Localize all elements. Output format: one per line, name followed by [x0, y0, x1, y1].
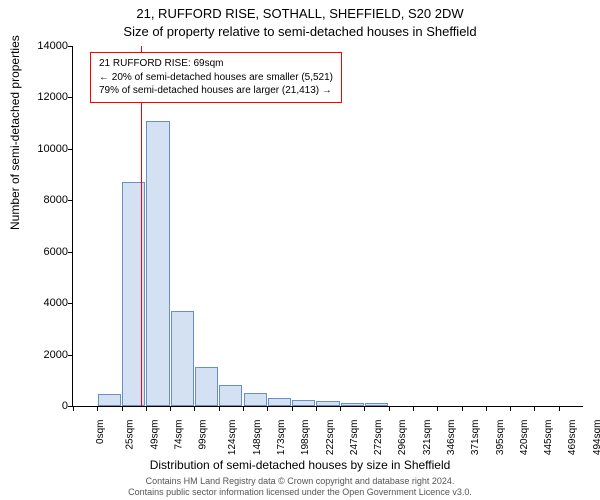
histogram-bar [365, 403, 388, 406]
x-tick-label: 469sqm [568, 420, 579, 456]
y-tick-mark [68, 355, 73, 356]
histogram-bar [171, 311, 194, 406]
x-tick-label: 296sqm [398, 420, 409, 456]
y-tick-mark [68, 303, 73, 304]
x-tick-mark [122, 406, 123, 411]
y-tick-mark [68, 252, 73, 253]
chart-title-main: 21, RUFFORD RISE, SOTHALL, SHEFFIELD, S2… [0, 6, 600, 21]
y-tick-mark [68, 46, 73, 47]
y-tick-label: 6000 [28, 246, 68, 258]
x-tick-mark [413, 406, 414, 411]
histogram-bar [244, 393, 267, 406]
x-tick-mark [316, 406, 317, 411]
x-tick-label: 198sqm [300, 420, 311, 456]
histogram-bar [146, 121, 169, 406]
annotation-line1: 21 RUFFORD RISE: 69sqm [99, 58, 223, 69]
x-tick-label: 49sqm [149, 420, 160, 450]
x-tick-label: 124sqm [228, 420, 239, 456]
annotation-box: 21 RUFFORD RISE: 69sqm ← 20% of semi-det… [90, 52, 342, 103]
x-tick-mark [534, 406, 535, 411]
x-tick-label: 247sqm [349, 420, 360, 456]
histogram-bar [219, 385, 242, 406]
histogram-bar [316, 401, 339, 406]
y-tick-mark [68, 97, 73, 98]
y-tick-label: 4000 [28, 297, 68, 309]
x-tick-label: 74sqm [173, 420, 184, 450]
y-tick-label: 12000 [28, 91, 68, 103]
x-tick-mark [510, 406, 511, 411]
y-tick-label: 10000 [28, 143, 68, 155]
x-tick-mark [267, 406, 268, 411]
x-tick-label: 420sqm [519, 420, 530, 456]
chart-container: { "titles": { "main": "21, RUFFORD RISE,… [0, 0, 600, 500]
y-tick-label: 2000 [28, 349, 68, 361]
x-tick-mark [389, 406, 390, 411]
x-tick-label: 173sqm [276, 420, 287, 456]
x-tick-label: 494sqm [592, 420, 600, 456]
x-tick-mark [486, 406, 487, 411]
x-tick-label: 222sqm [325, 420, 336, 456]
footnote: Contains HM Land Registry data © Crown c… [0, 476, 600, 498]
chart-title-sub: Size of property relative to semi-detach… [0, 24, 600, 39]
x-tick-mark [146, 406, 147, 411]
y-axis-label: Number of semi-detached properties [8, 35, 22, 230]
x-tick-label: 0sqm [95, 420, 106, 444]
x-tick-label: 25sqm [125, 420, 136, 450]
x-tick-label: 346sqm [446, 420, 457, 456]
x-axis-label: Distribution of semi-detached houses by … [0, 458, 600, 472]
x-tick-mark [462, 406, 463, 411]
x-tick-label: 445sqm [543, 420, 554, 456]
x-tick-label: 148sqm [252, 420, 263, 456]
x-tick-mark [243, 406, 244, 411]
histogram-bar [292, 400, 315, 406]
y-tick-mark [68, 200, 73, 201]
histogram-bar [195, 367, 218, 406]
x-tick-label: 99sqm [198, 420, 209, 450]
x-tick-label: 395sqm [495, 420, 506, 456]
histogram-bar [98, 394, 121, 406]
annotation-line2: ← 20% of semi-detached houses are smalle… [99, 72, 333, 83]
x-tick-label: 371sqm [470, 420, 481, 456]
x-tick-mark [219, 406, 220, 411]
x-tick-mark [340, 406, 341, 411]
annotation-line3: 79% of semi-detached houses are larger (… [99, 85, 332, 96]
histogram-bar [268, 398, 291, 406]
x-tick-label: 321sqm [422, 420, 433, 456]
y-tick-label: 8000 [28, 194, 68, 206]
x-tick-mark [437, 406, 438, 411]
x-tick-mark [292, 406, 293, 411]
x-tick-mark [194, 406, 195, 411]
x-tick-mark [170, 406, 171, 411]
footnote-line1: Contains HM Land Registry data © Crown c… [146, 476, 455, 486]
histogram-bar [341, 403, 364, 406]
y-tick-label: 0 [28, 400, 68, 412]
x-tick-mark [97, 406, 98, 411]
y-tick-mark [68, 149, 73, 150]
x-tick-label: 272sqm [373, 420, 384, 456]
x-tick-mark [364, 406, 365, 411]
footnote-line2: Contains public sector information licen… [128, 487, 472, 497]
y-tick-label: 14000 [28, 40, 68, 52]
x-tick-mark [73, 406, 74, 411]
x-tick-mark [559, 406, 560, 411]
